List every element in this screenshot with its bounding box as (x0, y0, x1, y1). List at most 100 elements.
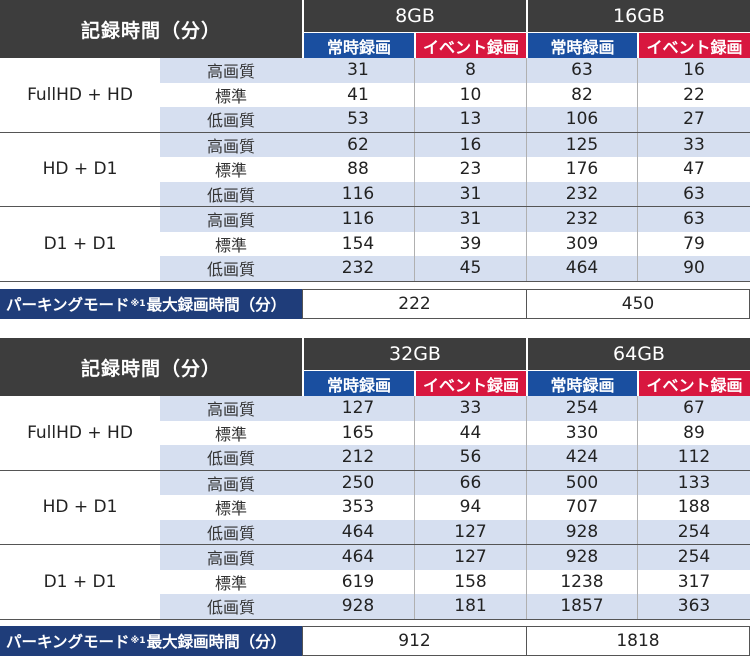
table-cell: 330 (526, 420, 637, 445)
parking-mode-row: パーキングモード ※1 最大録画時間（分） 222 450 (0, 289, 750, 319)
quality-label: 低画質 (160, 519, 302, 544)
table-cell: 116 (302, 181, 414, 206)
mode-event-header: イベント録画 (414, 32, 526, 59)
table-cell: 232 (526, 181, 637, 206)
footnote-mark: ※1 (130, 299, 146, 309)
mode-event-header: イベント録画 (637, 32, 750, 59)
table-cell: 165 (341, 422, 375, 443)
quality-label: 高画質 (160, 470, 302, 495)
table-cell: 22 (637, 82, 750, 107)
parking-label-suffix: 最大録画時間（分） (146, 633, 287, 651)
table-cell: 112 (637, 445, 750, 470)
table-cell: 254 (637, 545, 750, 570)
parking-label-suffix: 最大録画時間（分） (146, 296, 287, 314)
table-cell: 16 (414, 132, 526, 157)
table-cell: 44 (414, 420, 526, 445)
parking-value: 1818 (526, 626, 750, 656)
table-cell: 82 (526, 82, 637, 107)
table-cell: 1238 (526, 569, 637, 594)
table-cell: 154 (341, 233, 375, 254)
quality-label: 標準 (214, 161, 247, 181)
table-cell: 176 (526, 157, 637, 182)
table-cell: 33 (637, 132, 750, 157)
table-cell: 619 (341, 571, 375, 592)
table-cell: 39 (414, 231, 526, 256)
parking-label-text: パーキングモード (6, 296, 130, 314)
mode-event-header: イベント録画 (414, 370, 526, 397)
quality-label: 低画質 (160, 256, 302, 281)
resolution-label: FullHD + HD (0, 396, 160, 470)
table-cell: 464 (526, 256, 637, 281)
recording-time-table-1: 記録時間（分） 8GB 16GB 常時録画 イベント録画 常時録画 イベント録画… (0, 0, 750, 282)
table-cell: 464 (302, 545, 414, 570)
table-cell: 33 (414, 396, 526, 421)
resolution-group: HD + D1 高画質 62 16 125 33 標準 88 23 176 47 低画質 116 31 23… (0, 131, 750, 206)
capacity-header: 32GB (302, 338, 526, 370)
table-cell: 63 (637, 207, 750, 232)
table-header: 記録時間（分） 32GB 64GB 常時録画 イベント録画 常時録画 イベント録… (0, 338, 750, 397)
table-cell: 188 (637, 495, 750, 520)
table-cell: 133 (637, 470, 750, 495)
quality-label: 高画質 (160, 132, 302, 157)
table-cell: 250 (302, 470, 414, 495)
table-cell: 45 (414, 256, 526, 281)
table-cell: 127 (414, 519, 526, 544)
table-cell: 317 (637, 569, 750, 594)
table-cell: 928 (526, 545, 637, 570)
table-cell: 66 (414, 470, 526, 495)
table-cell: 254 (637, 519, 750, 544)
quality-label: 低画質 (160, 181, 302, 206)
table-cell: 53 (302, 107, 414, 132)
table-cell: 90 (637, 256, 750, 281)
table-cell: 67 (637, 396, 750, 421)
resolution-group: D1 + D1 高画質 116 31 232 63 標準 154 39 309 79 低画質 232 45… (0, 206, 750, 281)
parking-mode-row: パーキングモード ※1 最大録画時間（分） 912 1818 (0, 626, 750, 656)
quality-label: 標準 (214, 235, 247, 255)
table-cell: 127 (414, 545, 526, 570)
table-cell: 31 (414, 181, 526, 206)
mode-regular-header: 常時録画 (302, 370, 414, 397)
parking-value: 912 (302, 626, 526, 656)
table-cell: 254 (526, 396, 637, 421)
quality-label: 標準 (214, 499, 247, 519)
table-cell: 10 (414, 82, 526, 107)
header-title: 記録時間（分） (0, 338, 302, 397)
table-cell: 13 (414, 107, 526, 132)
table-cell: 23 (414, 157, 526, 182)
quality-label: 低画質 (160, 107, 302, 132)
resolution-group: FullHD + HD 高画質 127 33 254 67 標準 165 44 330 89 低画質 2… (0, 396, 750, 470)
table-cell: 41 (347, 84, 369, 105)
table-cell: 31 (414, 207, 526, 232)
table-cell: 116 (302, 207, 414, 232)
table-cell: 464 (302, 519, 414, 544)
resolution-label: HD + D1 (0, 132, 160, 206)
table-cell: 88 (347, 159, 369, 180)
footnote-mark: ※1 (130, 636, 146, 646)
table-cell: 94 (414, 495, 526, 520)
quality-label: 高画質 (160, 396, 302, 421)
table-cell: 47 (637, 157, 750, 182)
mode-regular-header: 常時録画 (526, 370, 637, 397)
mode-regular-header: 常時録画 (526, 32, 637, 59)
table-cell: 31 (302, 58, 414, 83)
table-cell: 158 (414, 569, 526, 594)
resolution-group: D1 + D1 高画質 464 127 928 254 標準 619 158 1238 317 低画質… (0, 544, 750, 619)
table-cell: 125 (526, 132, 637, 157)
capacity-header: 8GB (302, 0, 526, 32)
table-cell: 928 (526, 519, 637, 544)
table-cell: 127 (302, 396, 414, 421)
capacity-header: 16GB (526, 0, 750, 32)
resolution-label: FullHD + HD (0, 58, 160, 132)
resolution-label: D1 + D1 (0, 207, 160, 281)
parking-value: 450 (526, 289, 750, 319)
quality-label: 低画質 (160, 594, 302, 619)
table-cell: 500 (526, 470, 637, 495)
resolution-group: FullHD + HD 高画質 31 8 63 16 標準 41 10 82 22 低画質 53 13 10… (0, 58, 750, 132)
table-cell: 424 (526, 445, 637, 470)
table-cell: 353 (341, 497, 375, 518)
table-header: 記録時間（分） 8GB 16GB 常時録画 イベント録画 常時録画 イベント録画 (0, 0, 750, 59)
table-cell: 16 (637, 58, 750, 83)
quality-label: 標準 (214, 573, 247, 593)
quality-label: 標準 (214, 424, 247, 444)
table-cell: 232 (526, 207, 637, 232)
